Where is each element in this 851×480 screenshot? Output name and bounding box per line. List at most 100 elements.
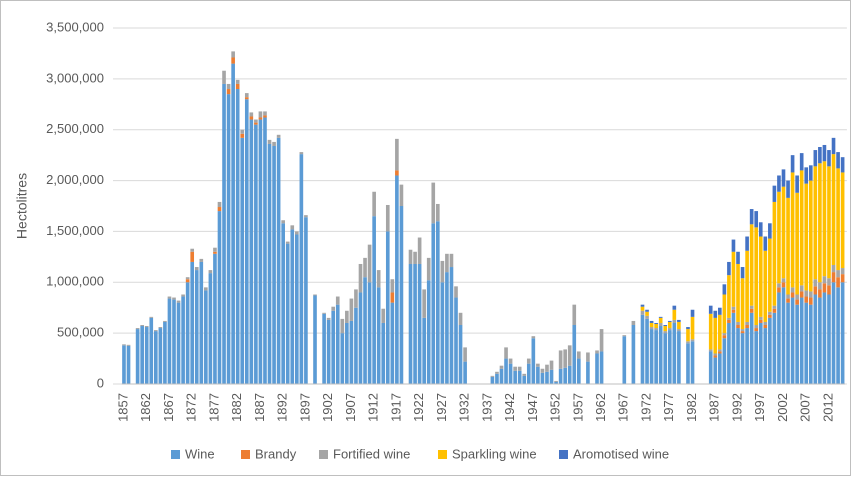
bar-segment [740,331,745,334]
bar-segment [244,99,249,384]
bar-segment [795,299,799,305]
y-tick-label: 2,000,000 [46,172,104,187]
bar-segment [390,302,395,384]
bar-segment [167,298,172,384]
bar-segment [777,191,781,284]
bar-segment [840,157,845,173]
bar-segment [663,331,668,334]
bar-segment [649,329,654,384]
bar-segment [836,270,840,278]
bar-segment [254,122,258,125]
x-tick-label: 1932 [457,393,472,422]
x-tick-label: 2012 [820,393,835,422]
bar-segment [508,358,513,364]
bar-segment [435,221,440,384]
bar-segment [772,305,777,309]
bar-segment [504,358,508,384]
bar-segment [749,209,754,225]
bar-segment [231,63,235,384]
bar-segment [240,137,245,384]
bar-segment [804,183,809,291]
bar-segment [795,175,799,193]
bar-segment [222,83,226,384]
x-tick-label: 1877 [206,393,221,422]
bar-segment [144,327,149,384]
bar-segment [777,283,781,288]
bar-segment [713,357,718,384]
bar-segment [717,349,722,352]
bar-segment [831,264,836,273]
bar-segment [804,167,809,184]
legend-label: Brandy [255,446,297,461]
bar-segment [772,201,777,306]
bar-segment [549,360,554,370]
bar-segment [763,250,768,322]
bar-segment [654,328,658,331]
bar-segment [808,297,813,305]
bar-segment [622,336,627,384]
legend-swatch [241,450,250,459]
bar-segment [713,310,718,318]
bar-segment [827,285,831,295]
bar-segment [126,344,131,346]
bar-segment [354,307,358,384]
bar-segment [449,267,454,384]
bar-segment [677,319,681,322]
bar-segment [272,145,276,384]
bar-segment [790,172,795,288]
x-tick-label: 1962 [593,393,608,422]
bar-segment [777,292,781,384]
bar-segment [272,141,276,146]
bar-segment [822,276,827,284]
bar-segment [249,112,254,117]
bar-segment [490,375,495,377]
bar-segment [531,336,536,339]
bar-segment [408,249,413,264]
bar-segment [563,349,567,368]
bar-segment [158,328,163,384]
bar-segment [717,307,722,315]
bar-segment [758,322,763,384]
bar-segment [199,258,204,262]
bar-segment [263,117,267,384]
bar-segment [836,277,840,288]
bar-segment [772,308,777,313]
bar-segment [731,251,736,307]
bar-segment [122,344,126,346]
legend-swatch [171,450,180,459]
bar-segment [708,349,713,352]
bar-segment [690,309,695,317]
bar-segment [790,287,795,293]
bar-segment [808,304,813,384]
bar-segment [645,315,649,319]
x-tick-label: 1922 [411,393,426,422]
bar-segment [172,297,176,300]
bar-segment [199,261,204,384]
bar-segment [804,302,809,384]
bar-segment [281,220,285,224]
bar-segment [426,280,431,384]
x-tick-label: 1987 [707,393,722,422]
bar-segment [563,367,567,384]
bar-segment [254,124,258,384]
bar-segment [331,310,336,384]
y-tick-label: 1,500,000 [46,223,104,238]
bar-segment [495,373,499,384]
x-tick-label: 1942 [502,393,517,422]
bar-segment [645,309,649,312]
bar-segment [517,366,522,371]
bar-segment [822,161,827,277]
bar-segment [231,51,235,58]
bar-segment [149,316,154,318]
bar-segment [331,306,336,311]
bar-segment [263,115,267,118]
bar-segment [749,224,754,306]
bar-segment [745,236,749,251]
bar-segment [226,94,231,384]
bar-segment [399,206,404,384]
bar-segment [458,312,463,326]
bar-segment [836,168,840,271]
bar-segment [667,320,672,322]
bar-segment [299,154,304,384]
bar-segment [213,253,217,384]
